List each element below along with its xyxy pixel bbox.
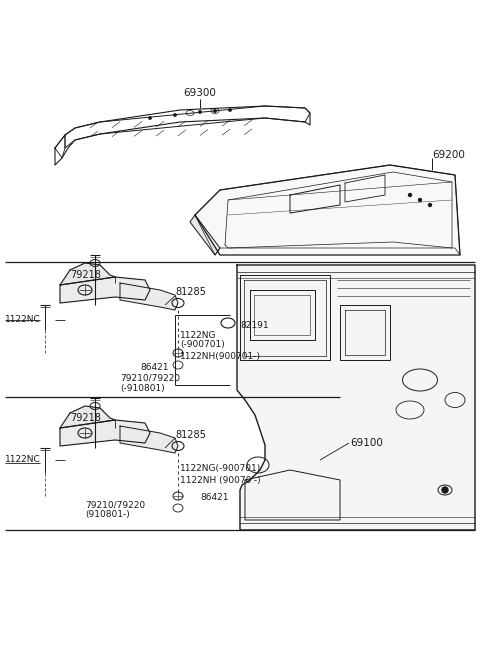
- Circle shape: [149, 117, 151, 119]
- Circle shape: [214, 110, 216, 112]
- Circle shape: [408, 194, 411, 196]
- Polygon shape: [60, 263, 115, 285]
- Text: 79218: 79218: [70, 270, 101, 280]
- Text: 79218: 79218: [70, 413, 101, 423]
- Text: 69100: 69100: [350, 438, 383, 448]
- Circle shape: [442, 487, 448, 493]
- Circle shape: [229, 109, 231, 111]
- Polygon shape: [120, 283, 178, 310]
- Polygon shape: [60, 406, 115, 428]
- Polygon shape: [195, 165, 460, 255]
- Polygon shape: [60, 420, 150, 446]
- Text: 79210/79220: 79210/79220: [85, 501, 145, 509]
- Text: 1122NH (90070'-): 1122NH (90070'-): [180, 476, 261, 484]
- Circle shape: [174, 114, 176, 116]
- Text: 69200: 69200: [432, 150, 465, 160]
- Text: (-910801): (-910801): [120, 384, 165, 392]
- Circle shape: [199, 111, 201, 113]
- Text: 81285: 81285: [175, 287, 206, 297]
- Polygon shape: [237, 265, 475, 530]
- Text: 1122NH(900701-): 1122NH(900701-): [180, 353, 261, 361]
- Text: 69300: 69300: [183, 88, 216, 98]
- Text: 81285: 81285: [175, 430, 206, 440]
- Text: (-900701): (-900701): [180, 340, 225, 350]
- Text: 86421: 86421: [140, 363, 168, 373]
- Circle shape: [419, 198, 421, 202]
- Text: 79210/79220: 79210/79220: [120, 373, 180, 382]
- Text: (910801-): (910801-): [85, 510, 130, 520]
- Text: 1122NG(-900701): 1122NG(-900701): [180, 463, 261, 472]
- Text: 1122NC: 1122NC: [5, 315, 41, 325]
- Polygon shape: [60, 277, 150, 303]
- Polygon shape: [120, 426, 178, 453]
- Text: 82191: 82191: [240, 321, 269, 330]
- Text: 1122NG: 1122NG: [180, 330, 216, 340]
- Polygon shape: [190, 215, 220, 255]
- Text: 1122NC: 1122NC: [5, 455, 41, 464]
- Circle shape: [429, 204, 432, 206]
- Text: 86421: 86421: [200, 493, 228, 503]
